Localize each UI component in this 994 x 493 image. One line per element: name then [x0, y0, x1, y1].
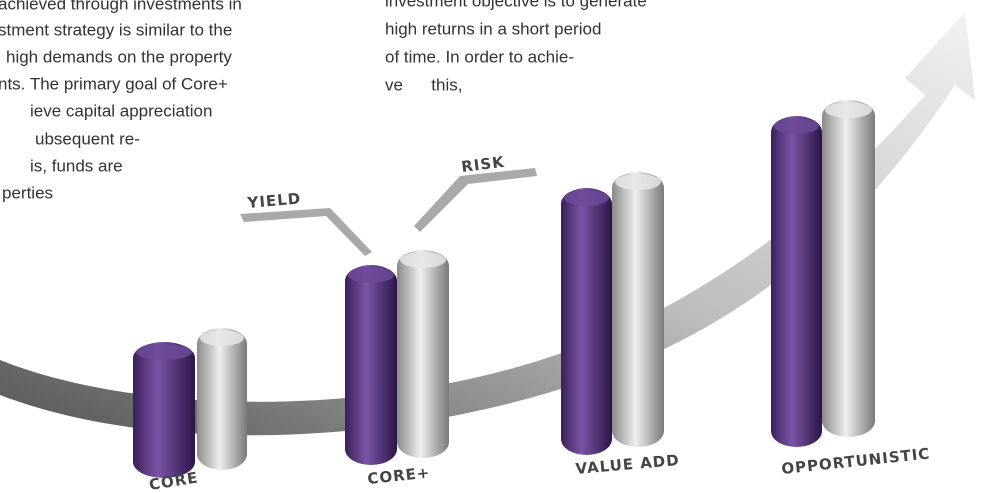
paragraph-line: is, funds are [30, 156, 123, 175]
cylinder [771, 116, 822, 447]
paragraph-line: high returns in a short period [385, 19, 601, 38]
cylinder-cap [136, 344, 192, 360]
cylinder [345, 265, 397, 465]
paragraph-line: stment strategy is similar to the [0, 20, 232, 39]
growth-arrow [0, 12, 975, 436]
category-label: CORE+ [367, 463, 432, 487]
yield-pointer [240, 208, 372, 256]
cylinder-cap [400, 252, 446, 268]
cylinder-cap [615, 174, 661, 190]
legend-label: RISK [460, 153, 506, 176]
paragraph-line: ve this, [385, 75, 462, 94]
paragraph-line: ubsequent re- [35, 129, 140, 148]
cylinder [822, 100, 875, 437]
paragraph-line: ieve capital appreciation [30, 101, 212, 120]
category-label: OPPORTUNISTIC [781, 444, 932, 478]
paragraph-line: investment objective is to generate [385, 0, 647, 10]
cylinder-cap [825, 102, 872, 118]
paragraph-line: nts. The primary goal of Core+ [0, 74, 228, 93]
cylinder-cap [348, 267, 394, 283]
cylinder [197, 328, 247, 470]
cylinder [612, 172, 664, 447]
cylinder-cap [200, 330, 244, 346]
cylinder [561, 188, 612, 455]
paragraph-line: high demands on the property [6, 47, 232, 66]
cylinder-cap [564, 190, 609, 206]
paragraph-line: perties [2, 183, 53, 202]
cylinders [133, 100, 875, 478]
paragraph-line: achieved through investments in [0, 0, 242, 13]
paragraph-line: of time. In order to achie- [385, 47, 574, 66]
cylinder [397, 250, 449, 458]
left-text: achieved through investments in stment s… [0, 0, 242, 202]
cylinder-cap [774, 118, 819, 134]
risk-pointer [414, 168, 537, 232]
right-text: investment objective is to generate high… [385, 0, 647, 94]
cylinder [133, 342, 195, 478]
legend-label: YIELD [246, 189, 302, 212]
category-label: VALUE ADD [575, 451, 681, 478]
